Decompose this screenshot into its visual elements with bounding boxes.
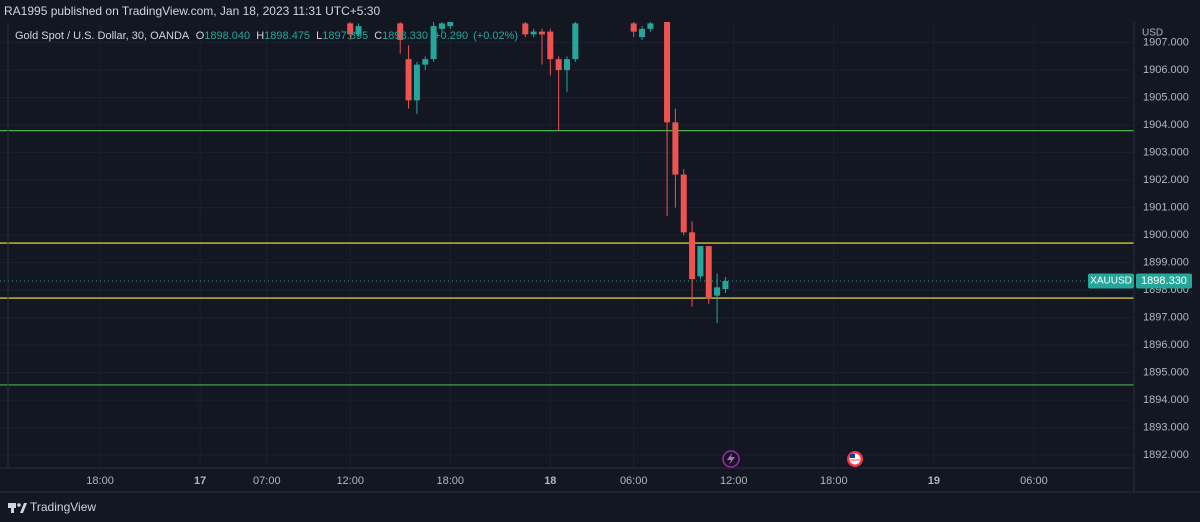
y-tick-label: 1907.000 [1143, 37, 1189, 49]
candle-body [430, 26, 437, 60]
ohlc-value: 1898.330 [382, 30, 428, 42]
candle-body [630, 23, 637, 32]
candle-body [722, 281, 729, 289]
y-tick-label: 1895.000 [1143, 366, 1189, 378]
x-tick-label: 06:00 [1020, 475, 1048, 487]
change: +0.290 [434, 30, 468, 42]
x-tick-label: 06:00 [620, 475, 648, 487]
chart-title: Gold Spot / U.S. Dollar, 30, OANDA [15, 30, 190, 42]
event-icon-bolt [727, 453, 735, 465]
x-tick-label: 18 [544, 475, 556, 487]
candle-body [397, 23, 404, 40]
ohlc-value: 1897.895 [322, 30, 368, 42]
symbol-tag-box [1088, 273, 1134, 289]
candle-body [447, 22, 454, 27]
candle-body [714, 287, 721, 296]
candle-body [538, 31, 545, 35]
y-tick-label: 1905.000 [1143, 92, 1189, 104]
plot-area [0, 22, 1134, 386]
y-tick-label: 1896.000 [1143, 339, 1189, 351]
y-tick-label: 1892.000 [1143, 449, 1189, 461]
symbol-tag: XAUUSD [1090, 276, 1132, 287]
logo-part [17, 503, 21, 507]
ohlc-key: H [256, 30, 264, 42]
x-tick-label: 07:00 [253, 475, 281, 487]
candle-body [547, 31, 554, 60]
last-price-box [1136, 273, 1192, 289]
ohlc-key: C [374, 30, 382, 42]
axes: 1892.000 1893.000 1894.000 1895.000 1896.000… [86, 37, 1192, 487]
flag-canton [850, 454, 855, 458]
y-tick-label: 1900.000 [1143, 229, 1189, 241]
candle-body [355, 26, 362, 35]
legend: Gold Spot / U.S. Dollar, 30, OANDA O1898… [15, 30, 518, 42]
x-tick-label: 18:00 [86, 475, 114, 487]
logo-part [11, 503, 14, 513]
candle-body [405, 59, 412, 101]
last-price-label: 1898.330 [1141, 275, 1187, 287]
candle-body [572, 23, 579, 60]
ohlc-value: 1898.475 [264, 30, 310, 42]
y-tick-label: 1901.000 [1143, 202, 1189, 214]
price-unit: USD [1142, 28, 1163, 39]
candle-body [639, 28, 646, 38]
footer-logo [8, 503, 27, 513]
y-tick-label: 1904.000 [1143, 119, 1189, 131]
y-tick-label: 1906.000 [1143, 64, 1189, 76]
candle-body [697, 246, 704, 277]
y-tick-label: 1902.000 [1143, 174, 1189, 186]
grid [0, 22, 1134, 468]
candle-body [422, 59, 429, 65]
ohlc-value: 1898.040 [204, 30, 250, 42]
x-tick-label: 19 [928, 475, 940, 487]
ohlc-key: O [196, 30, 205, 42]
candle-body [347, 23, 354, 35]
candle-body [530, 31, 537, 35]
x-tick-label: 12:00 [336, 475, 364, 487]
x-tick-label: 17 [194, 475, 206, 487]
candle-body [438, 23, 445, 29]
x-tick-label: 18:00 [820, 475, 848, 487]
economic-event-icon[interactable] [847, 451, 863, 467]
candle-body [672, 122, 679, 175]
footer-brand: TradingView [30, 500, 96, 514]
x-tick-label: 18:00 [436, 475, 464, 487]
ohlc-key: L [316, 30, 322, 42]
candle-body [647, 23, 654, 29]
logo-part [20, 503, 27, 513]
event-icon[interactable] [722, 450, 740, 468]
candle-body [689, 232, 696, 280]
y-tick-label: 1894.000 [1143, 394, 1189, 406]
candle-body [413, 64, 420, 101]
x-tick-label: 12:00 [720, 475, 748, 487]
candle-body [555, 59, 562, 71]
candle-body [563, 59, 571, 71]
y-tick-label: 1897.000 [1143, 311, 1189, 323]
change-pct: (+0.02%) [473, 30, 518, 42]
y-tick-label: 1899.000 [1143, 257, 1189, 269]
y-tick-label: 1893.000 [1143, 421, 1189, 433]
published-note: RA1995 published on TradingView.com, Jan… [4, 4, 380, 18]
candle-body [664, 22, 671, 123]
candle-body [705, 246, 712, 299]
candle-body [680, 174, 687, 233]
candle-body [522, 23, 529, 35]
y-tick-label: 1903.000 [1143, 147, 1189, 159]
